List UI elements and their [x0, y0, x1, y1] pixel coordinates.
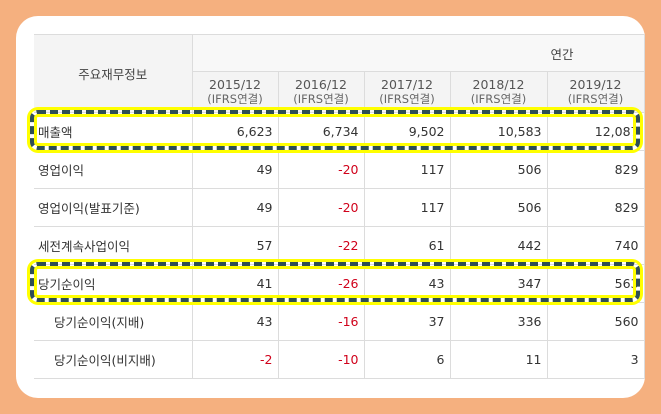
value-cell: 560 — [546, 302, 645, 341]
value-cell: -2 — [191, 340, 279, 379]
row-label: 당기순이익(지배) — [34, 302, 193, 341]
value-cell: -10 — [277, 340, 365, 379]
year-label: 2018/12 — [472, 77, 525, 92]
basis-label: (IFRS연결) — [379, 92, 435, 106]
basis-label: (IFRS연결) — [207, 92, 263, 106]
table-row: 당기순이익(비지배) -2 -10 6 11 3 — [34, 340, 645, 379]
basis-label: (IFRS연결) — [567, 92, 624, 106]
value-cell: -20 — [277, 150, 365, 189]
value-cell: 37 — [363, 302, 451, 341]
table-body: 매출액 6,623 6,734 9,502 10,583 12,087 영업이익 49 -20 1… — [34, 112, 645, 379]
table-row: 영업이익(발표기준) 49 -20 117 506 829 — [34, 188, 645, 227]
value-cell: 41 — [191, 264, 279, 303]
value-cell: 6,623 — [191, 112, 279, 151]
value-cell: 347 — [449, 264, 548, 303]
year-label: 2019/12 — [569, 77, 622, 92]
year-header: 2018/12 (IFRS연결) — [449, 71, 548, 113]
value-cell: 442 — [449, 226, 548, 265]
table-row: 당기순이익 41 -26 43 347 563 — [34, 264, 645, 303]
year-label: 2015/12 — [209, 77, 261, 92]
value-cell: 506 — [449, 150, 548, 189]
row-label: 당기순이익 — [34, 264, 193, 303]
row-label: 매출액 — [34, 112, 193, 151]
value-cell: 829 — [546, 150, 645, 189]
value-cell: 336 — [449, 302, 548, 341]
year-header: 2017/12 (IFRS연결) — [363, 71, 451, 113]
table-row: 당기순이익(지배) 43 -16 37 336 560 — [34, 302, 645, 341]
value-cell: 49 — [191, 150, 279, 189]
value-cell: 117 — [363, 188, 451, 227]
content-panel: 주요재무정보 연간 2015/12 (IFRS연결) 2016/12 (IFRS연결)… — [16, 16, 645, 398]
table-row: 영업이익 49 -20 117 506 829 — [34, 150, 645, 189]
value-cell: -22 — [277, 226, 365, 265]
row-label: 세전계속사업이익 — [34, 226, 193, 265]
value-cell: 563 — [546, 264, 645, 303]
basis-label: (IFRS연결) — [293, 92, 349, 106]
year-header: 2015/12 (IFRS연결) — [191, 71, 279, 113]
table-row: 세전계속사업이익 57 -22 61 442 740 — [34, 226, 645, 265]
value-cell: 117 — [363, 150, 451, 189]
value-cell: 506 — [449, 188, 548, 227]
value-cell: 61 — [363, 226, 451, 265]
value-cell: -20 — [277, 188, 365, 227]
value-cell: 10,583 — [449, 112, 548, 151]
row-label: 영업이익(발표기준) — [34, 188, 193, 227]
row-label: 당기순이익(비지배) — [34, 340, 193, 379]
table-row: 매출액 6,623 6,734 9,502 10,583 12,087 — [34, 112, 645, 151]
value-cell: 6,734 — [277, 112, 365, 151]
header-row-group: 주요재무정보 연간 — [34, 34, 645, 113]
value-cell: 49 — [191, 188, 279, 227]
value-cell: 6 — [363, 340, 451, 379]
corner-header: 주요재무정보 — [34, 34, 193, 113]
year-label: 2016/12 — [295, 77, 347, 92]
value-cell: 829 — [546, 188, 645, 227]
year-header: 2019/12 (IFRS연결) — [546, 71, 645, 113]
value-cell: -16 — [277, 302, 365, 341]
financial-summary-table: 주요재무정보 연간 2015/12 (IFRS연결) 2016/12 (IFRS연결)… — [34, 34, 645, 379]
header-row-years: 2015/12 (IFRS연결) 2016/12 (IFRS연결) 2017/12 (IF… — [34, 71, 645, 113]
year-label: 2017/12 — [381, 77, 433, 92]
value-cell: 11 — [449, 340, 548, 379]
value-cell: 740 — [546, 226, 645, 265]
value-cell: 43 — [191, 302, 279, 341]
value-cell: 57 — [191, 226, 279, 265]
value-cell: -26 — [277, 264, 365, 303]
value-cell: 9,502 — [363, 112, 451, 151]
year-header: 2016/12 (IFRS연결) — [277, 71, 365, 113]
row-label: 영업이익 — [34, 150, 193, 189]
value-cell: 43 — [363, 264, 451, 303]
value-cell: 12,087 — [546, 112, 645, 151]
basis-label: (IFRS연결) — [470, 92, 527, 106]
value-cell: 3 — [546, 340, 645, 379]
annual-group-header: 연간 — [191, 34, 645, 72]
